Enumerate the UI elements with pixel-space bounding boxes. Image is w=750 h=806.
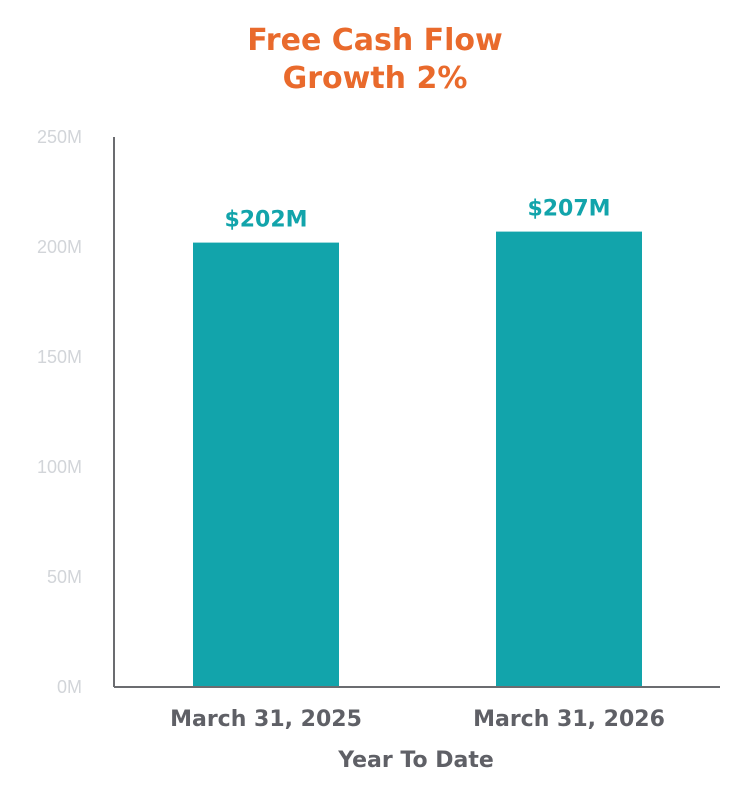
x-axis-title: Year To Date bbox=[337, 748, 494, 773]
bar-value-label: $207M bbox=[527, 197, 610, 222]
y-tick-label: 0M bbox=[57, 677, 82, 697]
bar bbox=[193, 242, 339, 687]
y-tick-label: 50M bbox=[47, 567, 82, 587]
value-labels-group: $202M $207M bbox=[224, 197, 610, 233]
bar-value-label: $202M bbox=[224, 208, 307, 233]
y-tick-label: 150M bbox=[37, 347, 82, 367]
y-tick-label: 100M bbox=[37, 457, 82, 477]
x-category-label: March 31, 2025 bbox=[170, 707, 362, 732]
chart-title: Free Cash Flow Growth 2% bbox=[0, 22, 750, 98]
y-tick-label: 250M bbox=[37, 127, 82, 147]
category-labels-group: March 31, 2025 March 31, 2026 bbox=[170, 707, 665, 732]
chart-subtitle-line: Growth 2% bbox=[282, 61, 468, 96]
bar bbox=[496, 231, 642, 687]
y-tick-label: 200M bbox=[37, 237, 82, 257]
chart-title-line: Free Cash Flow bbox=[247, 23, 503, 58]
x-category-label: March 31, 2026 bbox=[473, 707, 665, 732]
y-axis-ticks: 0M 50M 100M 150M 200M 250M bbox=[37, 127, 82, 697]
bars-group bbox=[193, 231, 642, 687]
